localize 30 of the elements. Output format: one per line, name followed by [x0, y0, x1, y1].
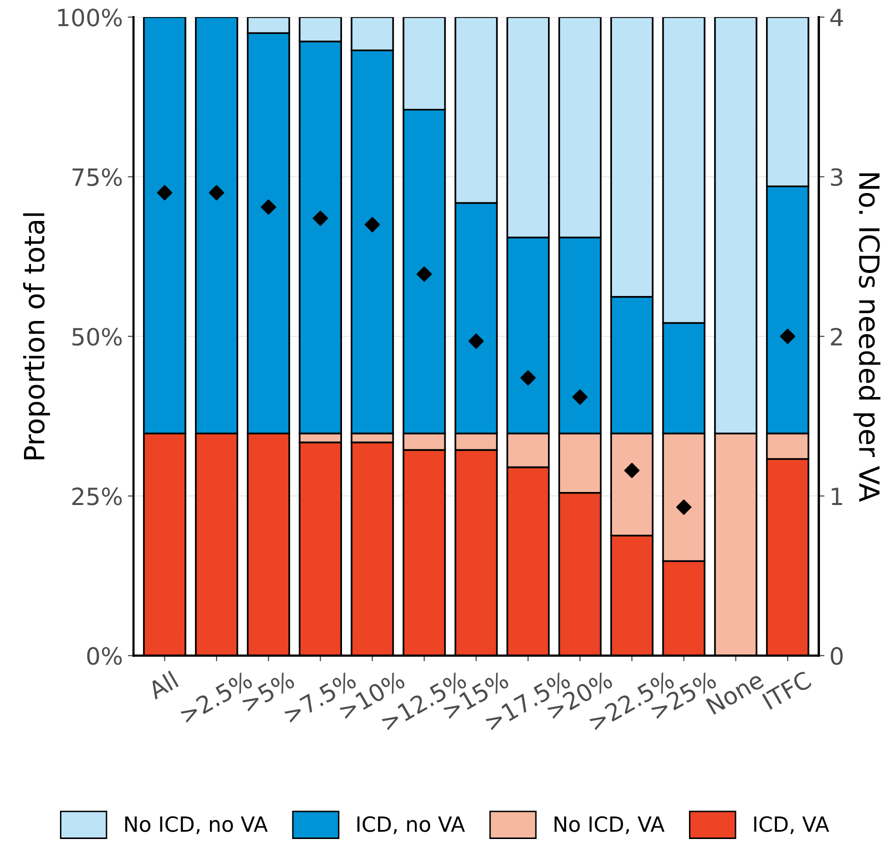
point: [676, 500, 692, 515]
point: [416, 266, 432, 282]
y2-tick-label: 4: [830, 8, 843, 26]
legend-label: ICD, VA: [754, 816, 830, 834]
x-tick-label: ITFC: [762, 670, 812, 710]
point: [157, 185, 172, 200]
point: [624, 462, 640, 478]
point: [468, 334, 484, 349]
y2-tick-label: 3: [831, 168, 842, 186]
point: [312, 210, 328, 226]
legend-label: ICD, no VA: [357, 816, 465, 834]
y2-tick-label: 0: [830, 647, 843, 665]
y2-tick-label: 2: [830, 328, 842, 346]
y-tick-label: 75%: [72, 168, 122, 186]
y2-tick-label: 1: [832, 488, 842, 505]
y-axis-title: Proportion of total: [23, 213, 50, 460]
legend-label: No ICD, VA: [554, 816, 665, 834]
point: [572, 389, 588, 405]
y-tick-label: 0%: [87, 647, 122, 665]
y-tick-label: 100%: [58, 8, 122, 26]
point: [780, 328, 796, 344]
legend-label: No ICD, no VA: [125, 816, 268, 834]
y-tick-label: 25%: [72, 487, 122, 506]
point: [208, 185, 224, 200]
y-tick-label: 50%: [72, 328, 122, 346]
point: [364, 217, 380, 232]
x-tick-label: All: [146, 670, 179, 700]
point: [520, 370, 536, 386]
point: [260, 199, 276, 215]
y2-axis-title: No. ICDs needed per VA: [853, 173, 880, 502]
